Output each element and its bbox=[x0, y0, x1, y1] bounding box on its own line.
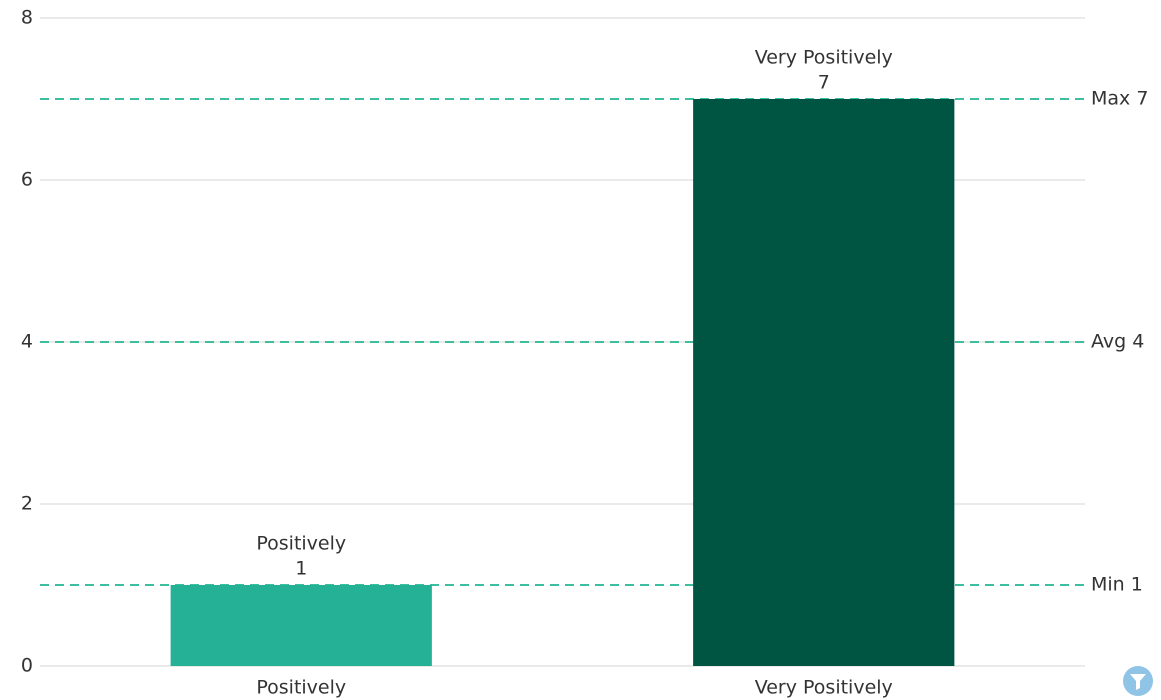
bar bbox=[693, 99, 955, 666]
reference-label: Min 1 bbox=[1091, 574, 1143, 596]
y-tick-label: 8 bbox=[21, 7, 33, 29]
bar bbox=[170, 585, 432, 666]
y-tick-label: 6 bbox=[21, 169, 33, 191]
data-label-name: Very Positively bbox=[755, 47, 893, 69]
y-tick-label: 2 bbox=[21, 493, 33, 515]
reference-label: Max 7 bbox=[1091, 88, 1148, 110]
reference-label: Avg 4 bbox=[1091, 331, 1144, 353]
filter-icon[interactable] bbox=[1130, 674, 1146, 690]
y-tick-label: 0 bbox=[21, 655, 33, 677]
x-tick-label: Very Positively bbox=[755, 677, 893, 699]
y-tick-label: 4 bbox=[21, 331, 33, 353]
x-tick-label: Positively bbox=[256, 677, 346, 699]
data-label-value: 7 bbox=[818, 72, 830, 94]
data-label-value: 1 bbox=[295, 558, 307, 580]
filter-button[interactable] bbox=[1123, 666, 1153, 696]
data-label-name: Positively bbox=[256, 533, 346, 555]
